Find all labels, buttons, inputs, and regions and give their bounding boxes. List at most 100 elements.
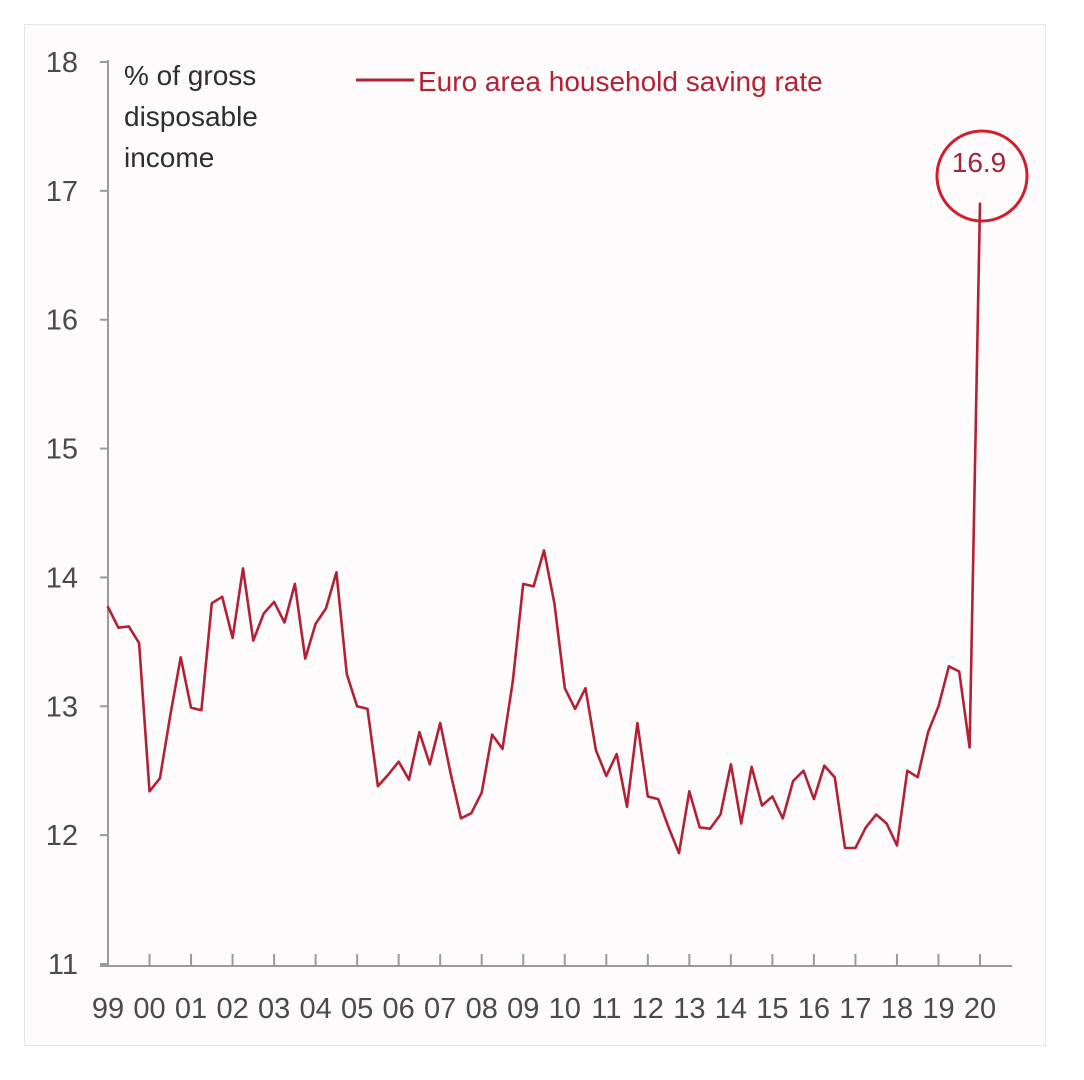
data-point	[584, 687, 586, 689]
data-point	[750, 766, 752, 768]
data-point	[626, 806, 628, 808]
data-point	[117, 627, 119, 629]
data-point	[719, 813, 721, 815]
data-point	[678, 852, 680, 854]
data-point	[252, 639, 254, 641]
data-point	[927, 731, 929, 733]
data-point	[699, 826, 701, 828]
y-tick-label: 12	[46, 820, 78, 852]
y-tick-label: 15	[46, 434, 78, 466]
data-point	[958, 670, 960, 672]
data-point	[802, 770, 804, 772]
data-point	[823, 764, 825, 766]
x-tick-label: 20	[964, 993, 996, 1025]
data-point	[159, 777, 161, 779]
x-tick-label: 99	[92, 993, 124, 1025]
x-tick-label: 08	[466, 993, 498, 1025]
data-point	[512, 679, 514, 681]
data-point	[792, 780, 794, 782]
y-tick-label: 18	[46, 47, 78, 79]
data-point	[408, 779, 410, 781]
data-point	[844, 847, 846, 849]
data-point	[885, 822, 887, 824]
x-tick-label: 05	[341, 993, 373, 1025]
data-point	[190, 706, 192, 708]
x-tick-label: 13	[673, 993, 705, 1025]
data-point	[834, 776, 836, 778]
y-tick-label: 14	[46, 562, 78, 594]
data-point	[429, 763, 431, 765]
data-point	[335, 571, 337, 573]
data-point	[314, 623, 316, 625]
data-point	[948, 665, 950, 667]
data-point	[906, 770, 908, 772]
data-point	[865, 826, 867, 828]
legend: Euro area household saving rate	[356, 66, 823, 97]
annotation-circle	[935, 129, 1029, 223]
y-tick-label: 11	[48, 949, 78, 981]
x-tick-label: 00	[133, 993, 165, 1025]
data-point	[647, 795, 649, 797]
data-point	[657, 798, 659, 800]
data-point	[616, 753, 618, 755]
data-point	[169, 714, 171, 716]
data-point	[325, 607, 327, 609]
saving-rate-line	[106, 202, 982, 855]
chart-frame	[24, 24, 1046, 1046]
x-tick-label: 02	[216, 993, 248, 1025]
x-tick-marks	[107, 954, 981, 966]
y-tick-label: 16	[46, 305, 78, 337]
axes	[100, 60, 1012, 967]
data-point	[740, 822, 742, 824]
x-tick-label: 03	[258, 993, 290, 1025]
y-axis-label: % of gross disposable income	[124, 60, 266, 173]
data-point	[356, 705, 358, 707]
y-axis-label-line-3: income	[124, 142, 214, 173]
y-axis-label-line-2: disposable	[124, 101, 258, 132]
y-axis-label-line-1: % of gross	[124, 60, 256, 91]
x-tick-label: 12	[632, 993, 664, 1025]
x-tick-label: 18	[881, 993, 913, 1025]
data-point	[491, 733, 493, 735]
data-point	[574, 708, 576, 710]
data-point	[418, 731, 420, 733]
data-point	[979, 203, 981, 205]
data-point	[148, 790, 150, 792]
data-point	[449, 772, 451, 774]
data-point	[200, 709, 202, 711]
x-tick-label: 11	[591, 993, 621, 1025]
data-point	[688, 790, 690, 792]
data-point	[917, 776, 919, 778]
data-point	[937, 705, 939, 707]
data-point	[595, 749, 597, 751]
data-point	[553, 602, 555, 604]
data-point	[221, 596, 223, 598]
data-point	[242, 567, 244, 569]
x-tick-label: 16	[798, 993, 830, 1025]
x-tick-label: 15	[756, 993, 788, 1025]
x-tick-label: 10	[549, 993, 581, 1025]
x-tick-label: 07	[424, 993, 456, 1025]
data-point	[377, 785, 379, 787]
data-point	[138, 642, 140, 644]
data-point	[294, 583, 296, 585]
x-tick-labels: 99 00 01 02 03 04 05 06 07 08 09 10 11 12 13 14 15 16 17 18…	[92, 993, 996, 1025]
x-tick-label: 09	[507, 993, 539, 1025]
y-tick-labels: 11 12 13 14 15 16 17 18	[46, 47, 78, 981]
data-point	[605, 775, 607, 777]
data-point	[522, 583, 524, 585]
data-point	[667, 826, 669, 828]
x-tick-label: 01	[175, 993, 207, 1025]
x-tick-label: 06	[383, 993, 415, 1025]
data-point	[481, 791, 483, 793]
data-point	[501, 748, 503, 750]
y-tick-label: 17	[46, 176, 78, 208]
data-point	[346, 673, 348, 675]
x-tick-label: 14	[715, 993, 747, 1025]
data-point	[709, 828, 711, 830]
annotation: 16.9	[935, 129, 1029, 223]
data-point	[564, 687, 566, 689]
data-point	[304, 657, 306, 659]
y-tick-label: 13	[46, 691, 78, 723]
data-point	[387, 773, 389, 775]
